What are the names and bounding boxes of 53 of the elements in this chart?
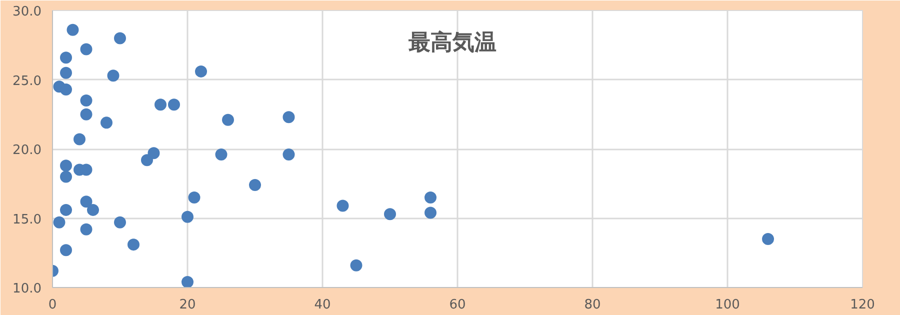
- point: [128, 238, 140, 251]
- x-tick-label: 80: [584, 298, 601, 312]
- point: [424, 191, 436, 204]
- point: [424, 206, 436, 219]
- point: [87, 204, 99, 216]
- x-tick-label: 40: [314, 298, 331, 312]
- point: [350, 259, 362, 272]
- point: [148, 147, 160, 160]
- point: [168, 98, 180, 111]
- point: [80, 43, 92, 56]
- point: [141, 154, 153, 166]
- point: [66, 24, 79, 36]
- y-tick-label: 20.0: [12, 143, 42, 158]
- point: [336, 200, 349, 212]
- point: [60, 83, 72, 96]
- x-tick-label: 100: [715, 298, 740, 312]
- point: [249, 179, 261, 191]
- y-tick-label: 15.0: [12, 212, 42, 228]
- x-tick-label: 120: [850, 298, 875, 312]
- point: [282, 111, 295, 124]
- text: 最高気温: [408, 30, 496, 56]
- y-tick-label: 10.0: [12, 282, 42, 296]
- point: [182, 276, 194, 288]
- point: [60, 204, 72, 216]
- point: [53, 216, 66, 228]
- y-tick-label: 30.0: [12, 4, 42, 20]
- x-tick-label: 20: [179, 298, 196, 312]
- point: [80, 223, 92, 236]
- y-tick-label: 25.0: [12, 74, 42, 89]
- x-tick-label: 60: [449, 298, 466, 312]
- x-tick-label: 0: [48, 298, 57, 312]
- point: [80, 196, 92, 208]
- point: [74, 133, 86, 146]
- point: [60, 66, 72, 79]
- point: [114, 216, 126, 228]
- point: [762, 233, 774, 246]
- point: [222, 114, 234, 126]
- point: [114, 32, 126, 44]
- point: [384, 208, 396, 220]
- point: [60, 160, 72, 172]
- point: [80, 94, 92, 107]
- point: [215, 148, 228, 161]
- point: [60, 52, 72, 64]
- point: [60, 244, 72, 256]
- point: [100, 116, 112, 129]
- point: [182, 210, 194, 223]
- point: [60, 170, 72, 183]
- point: [188, 191, 200, 204]
- point: [282, 148, 295, 161]
- point: [80, 108, 92, 120]
- point: [107, 70, 120, 82]
- point: [195, 65, 207, 78]
- point: [154, 98, 166, 111]
